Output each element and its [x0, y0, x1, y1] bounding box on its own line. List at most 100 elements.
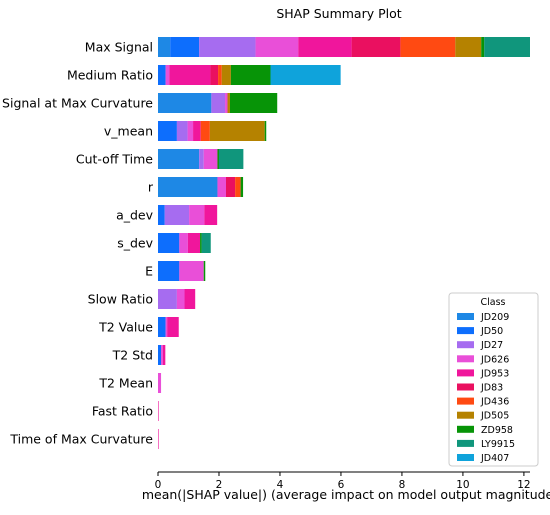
- x-tick-label: 4: [277, 479, 284, 491]
- category-label: r: [148, 180, 154, 195]
- bar-segment: [161, 345, 163, 365]
- category-label: v_mean: [104, 124, 153, 139]
- x-axis-label: mean(|SHAP value|) (average impact on mo…: [142, 487, 550, 502]
- bar-segment: [225, 93, 228, 113]
- bar-segment: [176, 289, 185, 309]
- bar-segment: [455, 37, 482, 57]
- x-tick-label: 10: [456, 479, 469, 491]
- bar-segment: [167, 317, 179, 337]
- legend-swatch: [457, 411, 474, 419]
- legend-swatch: [457, 369, 474, 377]
- bar-segment: [481, 37, 485, 57]
- category-label: T2 Value: [98, 320, 153, 335]
- bar-segment: [201, 233, 211, 253]
- legend-frame: [448, 292, 539, 467]
- bar-segment: [209, 121, 265, 141]
- bar-segment: [217, 149, 219, 169]
- bar-segment: [217, 177, 226, 197]
- bar-segment: [158, 37, 171, 57]
- bar-segment: [158, 121, 177, 141]
- bar-segment: [193, 121, 201, 141]
- legend-swatch: [457, 454, 474, 461]
- bar-segment: [298, 37, 352, 57]
- bar-segment: [158, 261, 180, 281]
- bar-segment: [203, 149, 218, 169]
- category-label: Signal at Max Curvature: [2, 96, 153, 111]
- bar-segment: [158, 149, 200, 169]
- category-label: Medium Ratio: [67, 68, 153, 83]
- bar-segment: [187, 233, 201, 253]
- x-tick-label: 8: [399, 479, 406, 491]
- bar-segment: [187, 121, 194, 141]
- bar-segment: [227, 93, 230, 113]
- bar-segment: [158, 429, 159, 449]
- chart-title: SHAP Summary Plot: [276, 6, 401, 21]
- bar-segment: [230, 65, 271, 85]
- category-label: Time of Max Curvature: [9, 432, 153, 447]
- bar-segment: [165, 317, 168, 337]
- bars-layer: [158, 37, 530, 449]
- legend-swatch: [457, 313, 474, 320]
- bar-segment: [158, 233, 180, 253]
- bar-segment: [203, 261, 206, 281]
- bar-segment: [235, 177, 241, 197]
- bar-segment: [179, 261, 204, 281]
- legend-swatch: [457, 397, 474, 405]
- legend-swatch: [457, 383, 474, 391]
- bar-segment: [200, 233, 202, 253]
- bar-segment: [158, 373, 162, 393]
- bar-segment: [210, 65, 219, 85]
- category-label: Fast Ratio: [92, 404, 153, 419]
- legend-swatch: [457, 355, 474, 363]
- legend-swatch: [457, 425, 474, 433]
- bar-segment: [158, 205, 165, 225]
- x-tick-label: 2: [216, 479, 223, 491]
- bar-segment: [158, 289, 177, 309]
- x-tick-label: 0: [155, 479, 162, 491]
- category-label: Max Signal: [85, 40, 153, 55]
- x-axis-ticks: 0 2 4 6 8 10 12: [155, 472, 531, 491]
- bar-segment: [204, 205, 218, 225]
- legend-label: JD209: [480, 312, 509, 323]
- bar-segment: [229, 93, 278, 113]
- legend-label: ZD958: [481, 425, 513, 436]
- legend-swatch: [457, 341, 474, 349]
- legend-items: JD209 JD50 JD27 JD626 JD953 JD83 JD436 JD505 ZD9…: [457, 312, 515, 464]
- category-label: a_dev: [116, 208, 154, 223]
- category-label: T2 Mean: [98, 376, 153, 391]
- category-label: Cut-off Time: [76, 152, 153, 167]
- bar-segment: [255, 37, 299, 57]
- bar-segment: [179, 233, 188, 253]
- bar-segment: [165, 65, 170, 85]
- bar-segment: [158, 317, 166, 337]
- bar-segment: [199, 149, 204, 169]
- bar-segment: [200, 121, 210, 141]
- category-label: Slow Ratio: [88, 292, 153, 307]
- bar-segment: [240, 177, 244, 197]
- legend-label: JD83: [480, 383, 503, 394]
- legend: Class JD209JD50JD27JD626JD953JD83JD436JD…: [448, 292, 539, 467]
- bar-segment: [158, 93, 212, 113]
- category-label: E: [145, 264, 153, 279]
- legend-label: JD436: [480, 397, 509, 408]
- bar-segment: [400, 37, 456, 57]
- legend-label: LY9915: [481, 439, 515, 450]
- bar-segment: [164, 205, 190, 225]
- category-label: s_dev: [117, 236, 153, 251]
- bar-segment: [226, 177, 236, 197]
- bar-segment: [189, 205, 205, 225]
- bar-segment: [221, 65, 231, 85]
- legend-label: JD953: [480, 368, 509, 379]
- bar-segment: [264, 121, 267, 141]
- legend-swatch: [457, 439, 474, 447]
- bar-segment: [270, 65, 341, 85]
- bar-segment: [218, 65, 222, 85]
- bar-segment: [211, 93, 226, 113]
- category-labels: Max Signal Medium Ratio Signal at Max Curv…: [2, 40, 154, 447]
- legend-label: JD407: [480, 453, 509, 464]
- x-tick-label: 6: [338, 479, 345, 491]
- legend-label: JD50: [480, 326, 503, 337]
- legend-label: JD27: [480, 340, 503, 351]
